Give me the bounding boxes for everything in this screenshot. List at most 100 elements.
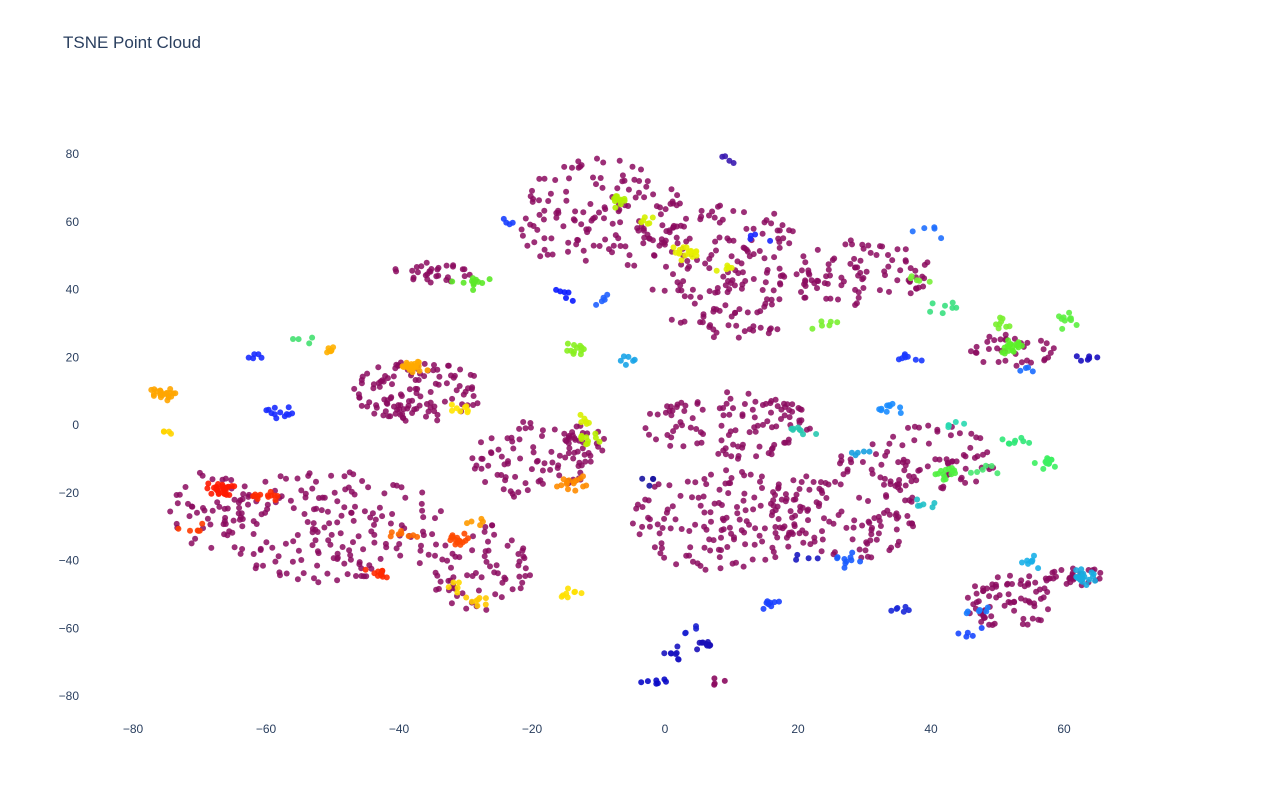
scatter-point <box>298 557 305 563</box>
scatter-point <box>636 178 643 184</box>
scatter-point <box>821 515 827 522</box>
scatter-point <box>531 239 538 246</box>
scatter-point <box>369 510 376 517</box>
scatter-point <box>869 441 876 448</box>
scatter-point <box>276 569 283 576</box>
scatter-point <box>1043 458 1050 465</box>
scatter-point <box>718 534 724 541</box>
scatter-point <box>331 489 338 496</box>
scatter-point <box>768 409 774 416</box>
scatter-point <box>309 485 316 492</box>
scatter-point <box>353 573 359 579</box>
scatter-point <box>749 406 756 413</box>
scatter-point <box>752 398 759 405</box>
scatter-point <box>572 208 579 215</box>
scatter-point <box>859 459 866 465</box>
scatter-point <box>927 308 934 315</box>
scatter-point <box>1003 323 1010 330</box>
scatter-point <box>527 424 534 431</box>
scatter-point <box>615 235 622 242</box>
scatter-point <box>911 437 918 444</box>
scatter-point <box>309 542 316 549</box>
scatter-point <box>371 531 378 538</box>
scatter-point <box>775 516 782 522</box>
scatter-point <box>885 263 892 270</box>
scatter-point <box>983 585 990 592</box>
scatter-point <box>339 544 346 550</box>
scatter-point <box>744 309 751 316</box>
scatter-point <box>544 251 551 258</box>
scatter-point <box>582 458 589 465</box>
scatter-point <box>402 417 409 424</box>
scatter-point <box>890 433 897 440</box>
scatter-point <box>791 523 798 530</box>
scatter-point <box>1080 570 1087 577</box>
scatter-point <box>254 496 261 502</box>
scatter-point <box>738 260 745 267</box>
scatter-point <box>694 646 701 653</box>
scatter-point <box>226 528 233 535</box>
scatter-point <box>498 453 505 460</box>
scatter-point <box>700 493 707 500</box>
scatter-point <box>777 281 784 288</box>
scatter-point <box>478 465 485 472</box>
scatter-point <box>569 429 576 436</box>
scatter-point <box>873 252 880 258</box>
scatter-point <box>860 448 867 455</box>
scatter-point <box>507 488 514 495</box>
scatter-point <box>459 539 466 546</box>
scatter-point <box>770 497 777 504</box>
scatter-point <box>730 441 737 448</box>
scatter-point <box>678 261 685 268</box>
scatter-point <box>488 449 494 456</box>
scatter-point <box>664 403 671 410</box>
scatter-point <box>371 410 378 417</box>
scatter-point <box>646 516 653 523</box>
scatter-point <box>896 481 903 488</box>
scatter-point <box>796 426 803 433</box>
scatter-point <box>1020 438 1027 445</box>
scatter-point <box>983 608 990 615</box>
scatter-point <box>991 337 998 344</box>
scatter-point <box>619 178 626 185</box>
scatter-point <box>886 288 892 295</box>
scatter-point <box>192 535 199 542</box>
scatter-point <box>467 371 474 378</box>
scatter-point <box>570 216 577 223</box>
scatter-point <box>749 556 756 563</box>
scatter-point <box>716 234 723 241</box>
scatter-point <box>686 552 693 559</box>
scatter-point <box>821 280 828 287</box>
scatter-point <box>483 606 490 613</box>
scatter-point <box>988 463 995 469</box>
scatter-point <box>444 274 451 281</box>
scatter-point <box>252 491 259 498</box>
scatter-point <box>753 453 760 460</box>
scatter-point <box>1066 309 1073 316</box>
scatter-point <box>712 238 719 245</box>
scatter-point <box>728 475 735 481</box>
scatter-point <box>175 525 182 532</box>
scatter-point <box>760 605 767 612</box>
scatter-point <box>590 242 597 249</box>
scatter-point <box>518 226 525 233</box>
scatter-point <box>533 458 540 465</box>
scatter-point <box>460 279 467 286</box>
scatter-point <box>436 373 443 380</box>
scatter-point <box>649 214 656 221</box>
scatter-point <box>462 404 468 411</box>
scatter-point <box>751 494 758 501</box>
scatter-point <box>980 359 987 365</box>
scatter-point <box>239 523 246 530</box>
scatter-point <box>216 503 223 510</box>
scatter-point <box>612 198 618 205</box>
scatter-point <box>502 477 509 484</box>
scatter-point <box>752 525 759 532</box>
scatter-point <box>625 353 632 360</box>
scatter-point <box>741 328 748 335</box>
scatter-point <box>431 362 437 368</box>
scatter-point <box>713 267 720 274</box>
scatter-point <box>464 572 471 579</box>
scatter-point <box>834 555 841 562</box>
scatter-point <box>809 325 816 332</box>
